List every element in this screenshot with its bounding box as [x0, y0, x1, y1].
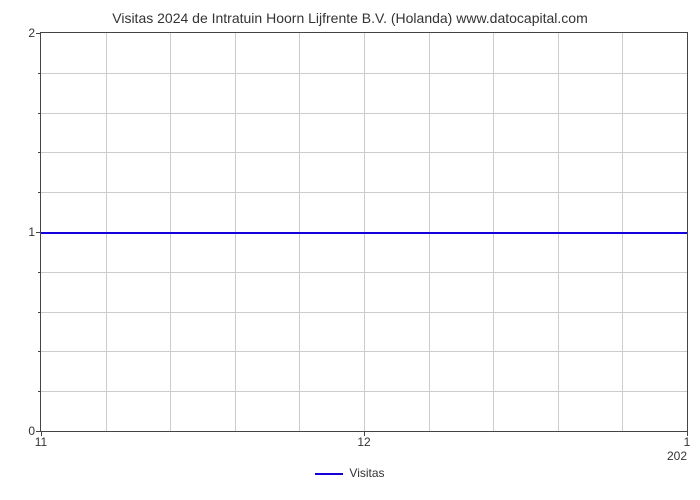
visits-chart: Visitas 2024 de Intratuin Hoorn Lijfrent…	[0, 10, 700, 500]
ytick-mark-minor	[38, 312, 41, 313]
xtick-label: 11	[35, 431, 47, 449]
ytick-mark-minor	[38, 192, 41, 193]
plot-wrap: 01211121202	[40, 32, 688, 432]
plot-area: 01211121202	[40, 32, 688, 432]
ytick-mark-minor	[38, 351, 41, 352]
xtick-label: 12	[357, 431, 370, 449]
series-line-visitas	[41, 232, 687, 234]
ytick-mark-minor	[38, 272, 41, 273]
legend-swatch	[315, 473, 343, 475]
ytick-label: 2	[28, 26, 41, 40]
legend: Visitas	[0, 466, 700, 480]
ytick-mark-minor	[38, 152, 41, 153]
legend-label: Visitas	[349, 466, 384, 480]
ytick-mark-minor	[38, 73, 41, 74]
x-secondary-label: 202	[667, 431, 687, 463]
chart-title: Visitas 2024 de Intratuin Hoorn Lijfrent…	[0, 10, 700, 26]
ytick-mark-minor	[38, 391, 41, 392]
ytick-label: 1	[28, 225, 41, 239]
ytick-mark-minor	[38, 113, 41, 114]
